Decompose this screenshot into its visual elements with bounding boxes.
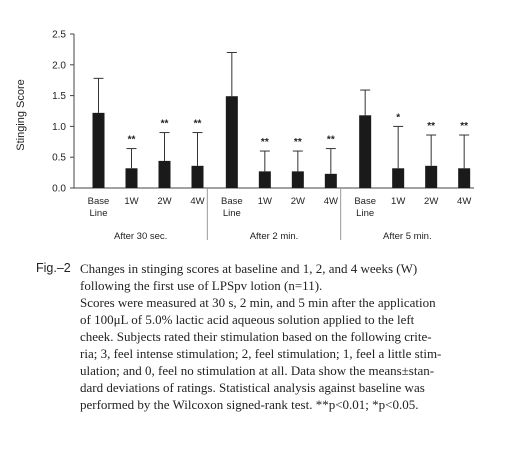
group-label: After 30 sec. [114, 231, 167, 242]
significance-marker: ** [327, 135, 335, 146]
x-category-label: Line [223, 208, 241, 219]
x-category-label: 2W [157, 196, 171, 207]
group-label: After 2 min. [250, 231, 299, 242]
bar [158, 160, 171, 188]
bar [458, 168, 471, 188]
bar-chart: Stinging Score 0.00.51.01.52.02.5 **** **… [15, 30, 474, 242]
significance-marker: ** [194, 119, 202, 130]
caption-line: ulation; and 0, feel no stimulation at a… [80, 363, 435, 378]
bar [425, 165, 438, 188]
bar [258, 171, 271, 188]
y-tick-label: 2.5 [52, 30, 66, 41]
significance-marker: * [396, 112, 400, 123]
caption-line: following the first use of LPSpv lotion … [80, 278, 323, 293]
x-category-label: 2W [291, 196, 305, 207]
y-axis-label: Stinging Score [15, 79, 27, 151]
y-tick-label: 2.0 [52, 60, 66, 71]
x-category-label: 2W [424, 196, 438, 207]
y-tick-label: 1.0 [52, 122, 66, 133]
significance-marker: ** [128, 135, 136, 146]
x-category-label: 4W [457, 196, 471, 207]
caption-label: Fig.–2 [36, 261, 71, 275]
significance-marker: ** [460, 121, 468, 132]
caption-line: ria; 3, feel intense stimulation; 2, fee… [80, 346, 442, 361]
group-label: After 5 min. [383, 231, 432, 242]
bar [191, 165, 204, 188]
caption-line: Scores were measured at 30 s, 2 min, and… [80, 295, 436, 310]
x-category-label: 1W [391, 196, 405, 207]
y-tick-label: 1.5 [52, 91, 66, 102]
x-category-label: Base [88, 196, 110, 207]
bar [225, 96, 238, 188]
bars: **** **** ** ***** ** [92, 51, 471, 188]
significance-marker: ** [261, 137, 269, 148]
caption-line: of 100μL of 5.0% lactic acid aqueous sol… [80, 312, 415, 327]
caption-line: Changes in stinging scores at baseline a… [80, 261, 418, 276]
x-category-label: 1W [124, 196, 138, 207]
x-category-label: 4W [190, 196, 204, 207]
bar [324, 173, 337, 188]
x-category-label: Line [356, 208, 374, 219]
x-category-label: Base [221, 196, 243, 207]
x-category-label: 4W [324, 196, 338, 207]
bar [125, 168, 138, 188]
x-category-label: Base [354, 196, 376, 207]
axes: 0.0 0.5 1.0 1.5 2.0 2.5 [52, 30, 474, 195]
caption-line: cheek. Subjects rated their stimulation … [80, 329, 432, 344]
significance-marker: ** [427, 121, 435, 132]
x-category-label: 1W [258, 196, 272, 207]
bar [359, 115, 372, 188]
bar [291, 171, 304, 188]
x-category-label: Line [90, 208, 108, 219]
significance-marker: ** [294, 137, 302, 148]
y-tick-label: 0.0 [52, 184, 66, 195]
bar [392, 168, 405, 188]
significance-marker: ** [161, 119, 169, 130]
y-tick-label: 0.5 [52, 153, 66, 164]
caption-line: performed by the Wilcoxon signed-rank te… [80, 397, 419, 412]
bar [92, 112, 105, 188]
caption-line: dard deviations of ratings. Statistical … [80, 380, 425, 395]
